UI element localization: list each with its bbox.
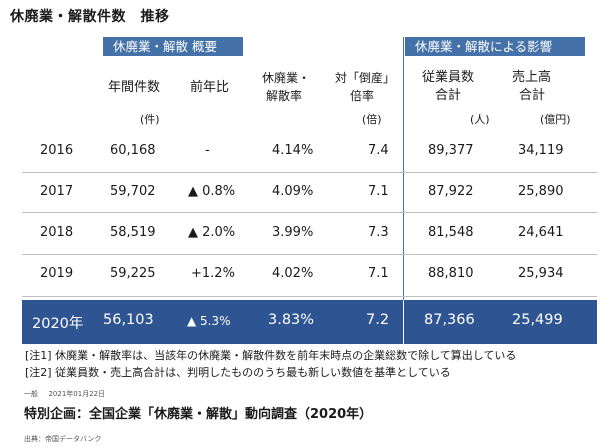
highlight-divider [403,300,404,344]
cell-year: 2018 [40,225,74,240]
note-1: [注1] 休廃業・解散率は、当該年の休廃業・解散件数を前年末時点の企業総数で除し… [25,349,517,362]
note-2: [注2] 従業員数・売上高合計は、判明したもののうち最も新しい数値を基準としてい… [25,366,451,379]
highlight-rate: 3.83% [268,312,315,328]
unit-sales: (億円) [540,113,571,126]
cell-yoy: +1.2% [191,266,235,281]
cell-employees: 89,377 [428,143,474,158]
cell-yoy: - [205,143,210,158]
article-source: 出典：帝国データバンク [24,435,102,443]
article-date: 2021年01月22日 [48,390,106,398]
cell-ratio: 7.1 [368,184,389,199]
cell-yoy: ▲ 0.8% [188,184,236,199]
col-header-employees-line2: 合計 [435,88,462,103]
cell-rate: 4.09% [272,184,314,199]
page-title: 休廃業・解散件数 推移 [10,9,170,25]
cell-rate: 3.99% [272,225,314,240]
cell-employees: 81,548 [428,225,474,240]
highlight-year: 2020年 [32,316,84,332]
highlight-yoy: ▲ 5.3% [187,314,231,328]
cell-yoy: ▲ 2.0% [188,225,236,240]
highlight-ratio: 7.2 [366,312,390,328]
highlight-employees: 87,366 [424,312,475,328]
cell-rate: 4.14% [272,143,314,158]
unit-annual-count: (件) [140,113,160,126]
cell-year: 2017 [40,184,74,199]
row-separator [22,212,597,213]
col-header-ratio-line2: 倍率 [350,89,375,103]
unit-employees: (人) [470,113,490,126]
article-category: 一般 [24,390,38,398]
col-header-rate-line1: 休廃業・ [262,71,311,85]
article-title[interactable]: 特別企画：全国企業「休廃業・解散」動向調査（2020年） [24,407,373,422]
row-separator [22,254,597,255]
highlight-row [22,300,597,344]
cell-ratio: 7.1 [368,266,389,281]
highlight-sales: 25,499 [512,312,563,328]
cell-count: 60,168 [110,143,156,158]
cell-employees: 87,922 [428,184,474,199]
col-header-ratio-line1: 対「倒産」 [335,71,396,85]
unit-ratio: (倍) [362,113,382,126]
cell-employees: 88,810 [428,266,474,281]
col-header-yoy: 前年比 [190,80,230,95]
cell-year: 2019 [40,266,74,281]
cell-count: 58,519 [110,225,156,240]
cell-year: 2016 [40,143,74,158]
cell-count: 59,702 [110,184,156,199]
article-meta: 一般 2021年01月22日 [24,389,105,399]
cell-sales: 34,119 [518,143,564,158]
col-header-sales-line2: 合計 [519,88,546,103]
group-header-overview: 休廃業・解散 概要 [103,37,243,56]
col-header-sales-line1: 売上高 [512,70,552,85]
row-separator [22,296,597,297]
group-header-impact: 休廃業・解散による影響 [405,37,585,56]
cell-sales: 25,890 [518,184,564,199]
cell-ratio: 7.4 [368,143,389,158]
highlight-count: 56,103 [103,312,154,328]
cell-ratio: 7.3 [368,225,389,240]
cell-sales: 25,934 [518,266,564,281]
cell-rate: 4.02% [272,266,314,281]
col-header-rate-line2: 解散率 [266,89,303,103]
col-header-employees-line1: 従業員数 [422,70,475,85]
cell-sales: 24,641 [518,225,564,240]
col-header-annual-count: 年間件数 [108,80,161,95]
group-divider [403,37,404,344]
cell-count: 59,225 [110,266,156,281]
row-separator [22,172,597,173]
